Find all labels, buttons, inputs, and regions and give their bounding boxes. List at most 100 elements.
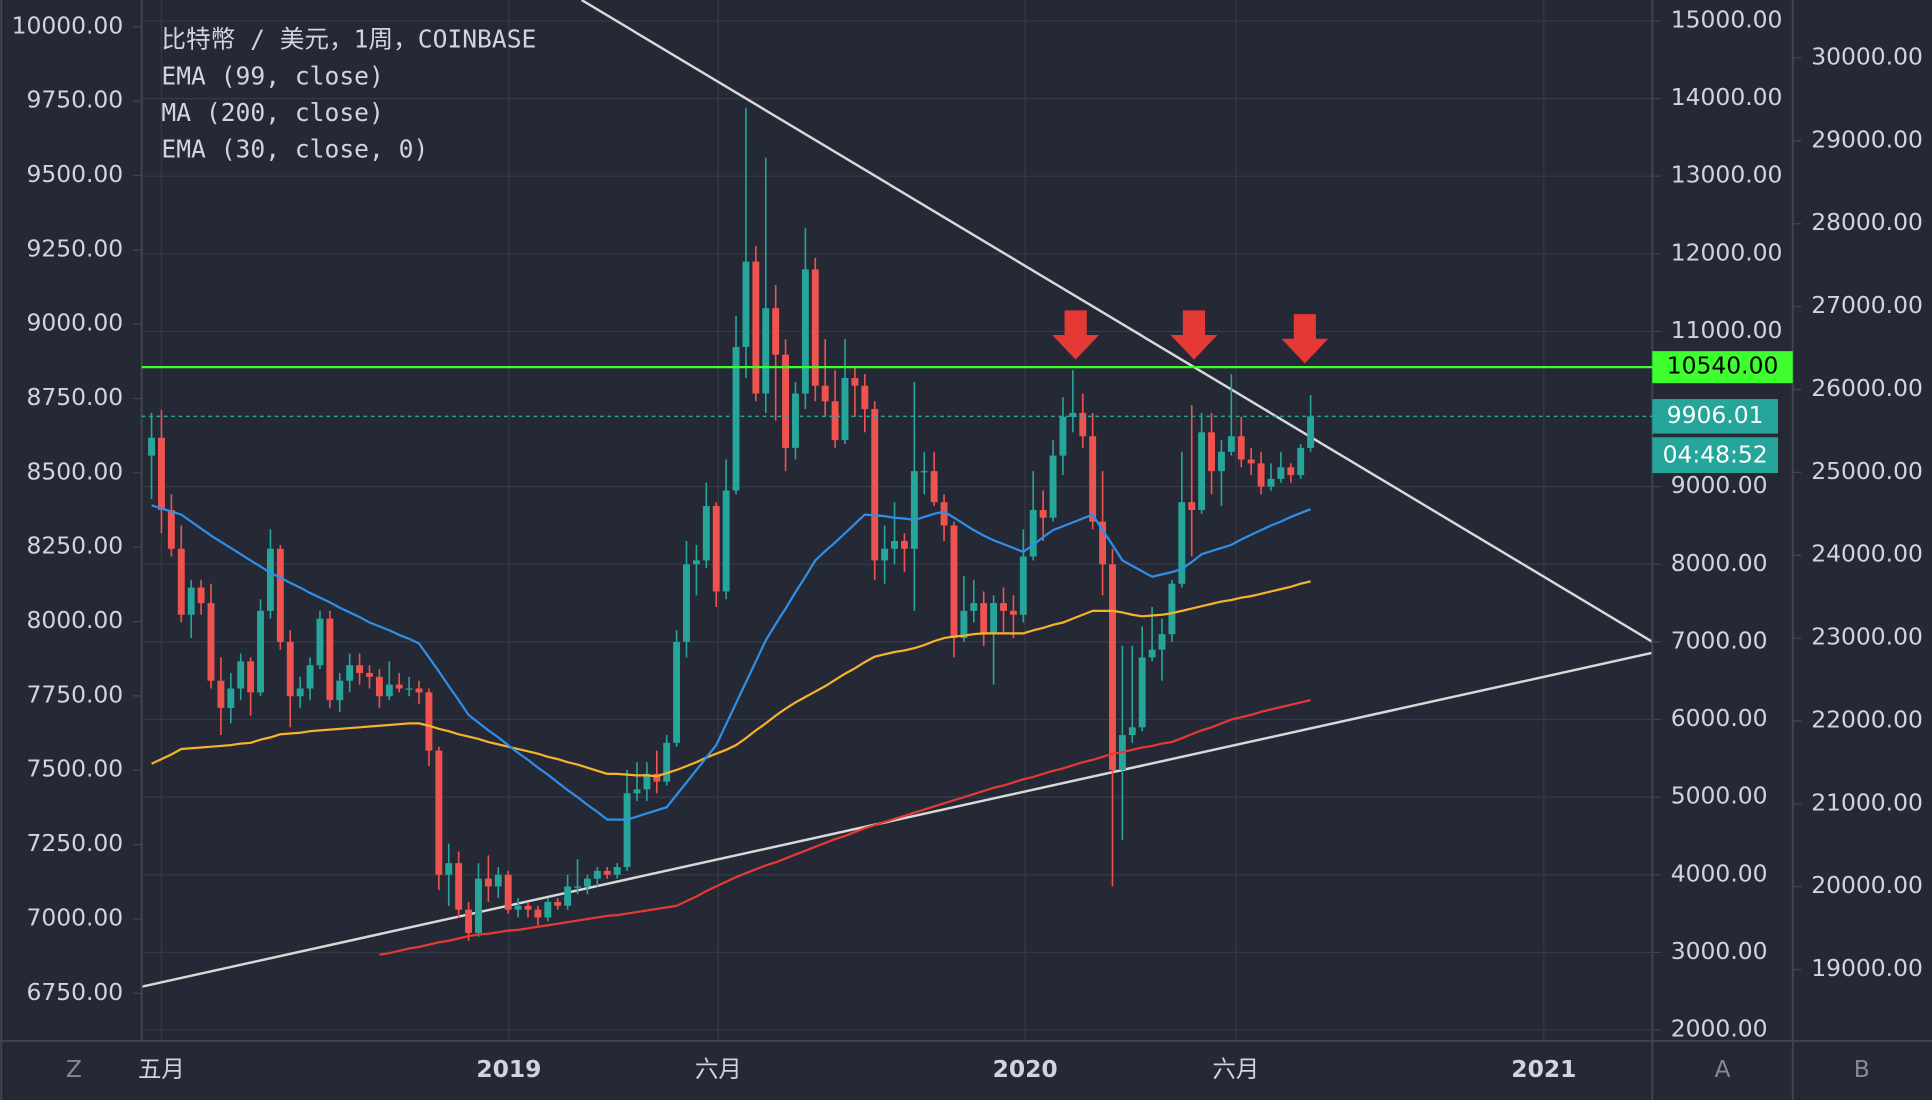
y2-tick-label: 30000.00 xyxy=(1811,43,1923,71)
candle-body xyxy=(891,541,898,549)
level-label-box xyxy=(1652,351,1793,384)
candle-body xyxy=(881,548,889,561)
candle-body xyxy=(177,548,185,615)
trendline xyxy=(580,0,1653,643)
x-tick-label: 五月 xyxy=(138,1055,185,1083)
candle-body xyxy=(1158,634,1166,650)
y-tick-label: 9000.00 xyxy=(1671,471,1768,499)
y-tick-label: 7000.00 xyxy=(1671,626,1768,654)
candle-body xyxy=(366,672,373,677)
candle-body xyxy=(772,308,780,355)
candle-body xyxy=(930,471,938,503)
candle-body xyxy=(960,610,968,639)
candle-body xyxy=(1138,657,1146,728)
candle-body xyxy=(1257,463,1265,487)
x-tick-label: 六月 xyxy=(1212,1055,1259,1083)
x-tick-label: 2019 xyxy=(476,1055,541,1083)
y2-tick-label: 28000.00 xyxy=(1811,208,1923,236)
candle-body xyxy=(861,385,869,410)
plot-area xyxy=(141,0,1653,988)
indicator-line xyxy=(379,699,1311,956)
candle-body xyxy=(792,393,799,448)
candle-body xyxy=(227,688,235,708)
candle-body xyxy=(782,354,790,448)
candle-body xyxy=(445,863,453,875)
candle-body xyxy=(524,905,532,910)
y-tick-label: 11000.00 xyxy=(1671,316,1783,344)
candle-body xyxy=(1307,416,1315,448)
candle-body xyxy=(306,665,314,689)
candle-body xyxy=(623,793,631,868)
y-tick-label: 2000.00 xyxy=(1671,1015,1768,1043)
candle-body xyxy=(484,878,492,887)
candle-body xyxy=(712,506,720,592)
candle-body xyxy=(663,742,671,782)
candle-body xyxy=(1049,455,1057,518)
candle-body xyxy=(385,684,393,697)
candle-body xyxy=(296,688,304,697)
candle-body xyxy=(1178,502,1186,584)
arrow-icon xyxy=(1281,314,1329,364)
y2-tick-label: 20000.00 xyxy=(1811,871,1923,899)
candle-body xyxy=(841,378,849,441)
candle-body xyxy=(583,878,591,887)
legend-entry: MA (200, close) xyxy=(161,98,383,127)
candle-body xyxy=(564,886,572,906)
candle-body xyxy=(504,874,512,910)
y2-tick-label: 26000.00 xyxy=(1811,374,1923,402)
y-tick-label: 3000.00 xyxy=(1671,937,1768,965)
candle-body xyxy=(762,308,770,394)
candle-body xyxy=(247,661,255,693)
candle-body xyxy=(1198,432,1206,510)
candle-body xyxy=(494,874,502,887)
candle-body xyxy=(187,587,195,615)
candle-body xyxy=(356,665,364,673)
candle-body xyxy=(316,618,324,666)
candle-body xyxy=(415,688,423,693)
candle-body xyxy=(752,261,760,394)
candle-body xyxy=(742,261,750,347)
y-tick-label: 15000.00 xyxy=(1671,5,1783,33)
candle-body xyxy=(950,525,958,639)
candle-body xyxy=(940,502,948,526)
y-left-tick-label: 7750.00 xyxy=(26,680,123,708)
y-left-tick-label: 7000.00 xyxy=(26,903,123,931)
axis-button[interactable]: A xyxy=(1715,1055,1731,1083)
indicator-line xyxy=(151,580,1311,778)
candle-body xyxy=(435,750,443,875)
y-left-tick-label: 7500.00 xyxy=(26,755,123,783)
y-tick-label: 14000.00 xyxy=(1671,83,1783,111)
candle-body xyxy=(1000,603,1007,611)
y-left-tick-label: 9250.00 xyxy=(26,234,123,262)
candle-body xyxy=(1277,467,1285,479)
candle-body xyxy=(534,909,542,918)
candle-body xyxy=(257,610,264,693)
candle-body xyxy=(1217,451,1225,472)
candle-body xyxy=(980,603,988,635)
candle-body xyxy=(1247,459,1255,464)
candle-body xyxy=(158,437,165,510)
y2-tick-label: 24000.00 xyxy=(1811,540,1923,568)
y2-tick-label: 22000.00 xyxy=(1811,705,1923,733)
y-tick-label: 12000.00 xyxy=(1671,238,1783,266)
axis-button[interactable]: Z xyxy=(66,1055,82,1083)
y2-tick-label: 25000.00 xyxy=(1811,457,1923,485)
candle-body xyxy=(455,863,463,910)
y-left-tick-label: 6750.00 xyxy=(26,978,123,1006)
axis-button[interactable]: B xyxy=(1854,1055,1870,1083)
candle-body xyxy=(732,346,740,491)
candle-body xyxy=(990,603,998,635)
candle-body xyxy=(554,901,562,906)
candle-body xyxy=(1188,502,1196,510)
candle-body xyxy=(1237,436,1245,460)
candle-body xyxy=(900,541,908,549)
y-tick-label: 13000.00 xyxy=(1671,161,1783,189)
y2-tick-label: 19000.00 xyxy=(1811,954,1923,982)
candle-body xyxy=(801,269,809,394)
candle-body xyxy=(1099,521,1107,565)
candle-body xyxy=(465,909,473,933)
candle-body xyxy=(970,603,978,611)
level-label: 10540.00 xyxy=(1667,352,1779,380)
candle-body xyxy=(920,471,928,473)
